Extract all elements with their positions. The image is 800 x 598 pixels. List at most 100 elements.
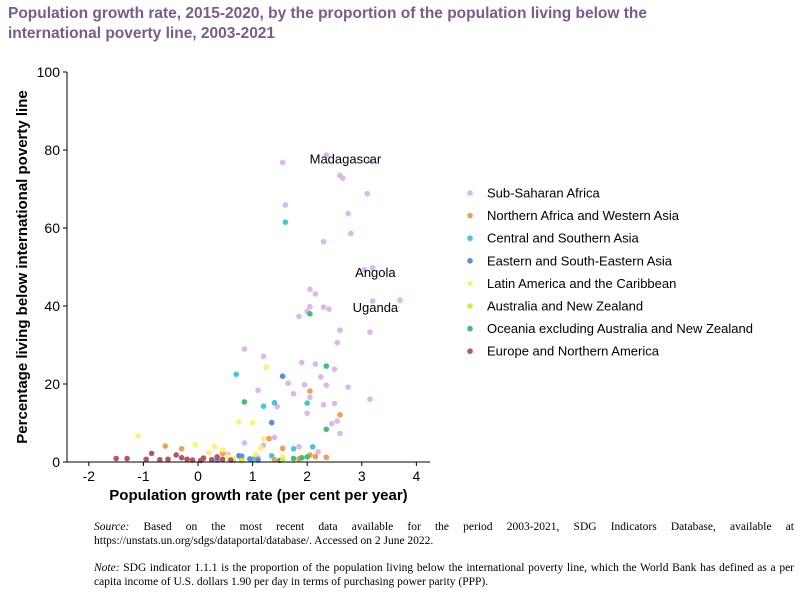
data-point	[320, 304, 327, 310]
data-point	[279, 159, 286, 166]
data-point	[184, 456, 190, 463]
data-point	[326, 306, 332, 312]
note-label: Note:	[94, 562, 120, 574]
data-point	[339, 175, 346, 181]
x-tick-label: 3	[358, 468, 366, 484]
data-point	[241, 399, 248, 405]
data-point	[367, 158, 373, 164]
data-point	[397, 297, 403, 303]
data-point	[252, 451, 259, 458]
legend-label: Eastern and South-Eastern Asia	[487, 253, 673, 268]
x-tick-label: 4	[412, 468, 420, 484]
data-point	[312, 453, 319, 460]
data-point	[279, 373, 286, 380]
data-point	[247, 456, 253, 462]
data-point	[369, 298, 376, 304]
data-point	[323, 382, 330, 388]
note-text: SDG indicator 1.1.1 is the proportion of…	[94, 562, 795, 588]
data-point	[323, 363, 330, 369]
data-point	[348, 230, 354, 237]
data-point	[271, 399, 278, 406]
chart-legend: Sub-Saharan Africa Northern Africa and We…	[467, 186, 753, 359]
legend-label: Northern Africa and Western Asia	[487, 208, 680, 223]
data-point	[285, 380, 291, 387]
source-label: Source:	[94, 521, 130, 533]
data-point	[219, 456, 226, 463]
data-point	[307, 303, 313, 310]
y-tick-label: 40	[44, 298, 60, 314]
data-point	[307, 311, 313, 317]
data-point	[307, 388, 313, 394]
data-point	[255, 457, 261, 463]
y-tick-label: 80	[44, 142, 60, 158]
y-tick-label: 100	[37, 64, 61, 80]
data-point	[331, 400, 338, 407]
data-point	[323, 152, 330, 158]
data-point	[337, 412, 343, 418]
legend-label: Europe and Northern America	[487, 344, 660, 359]
legend-marker	[467, 190, 473, 196]
data-point	[331, 366, 338, 372]
data-point	[290, 390, 297, 397]
y-axis-title: Percentage living below international po…	[14, 90, 31, 443]
data-point	[236, 452, 242, 459]
data-point	[241, 440, 248, 446]
legend-marker	[467, 303, 473, 309]
data-point	[206, 449, 212, 456]
data-point	[271, 456, 278, 463]
legend-marker	[467, 235, 473, 241]
data-point	[320, 238, 327, 245]
data-point	[143, 456, 149, 463]
legend-marker	[467, 212, 473, 219]
legend-label: Sub-Saharan Africa	[487, 186, 601, 201]
data-point	[124, 455, 130, 462]
data-point	[334, 339, 341, 346]
y-axis: 0 20 40 60 80 100	[37, 64, 68, 470]
data-point	[173, 452, 179, 458]
data-point	[298, 359, 305, 366]
data-point	[369, 264, 376, 271]
data-point	[312, 361, 319, 367]
source-note: Source: Based on the most recent data av…	[94, 520, 794, 548]
annotation-label: Madagascar	[310, 152, 382, 167]
data-point	[304, 400, 310, 406]
data-point	[296, 443, 302, 450]
data-point	[233, 371, 240, 378]
data-point	[298, 454, 305, 461]
data-point	[279, 457, 286, 463]
data-point	[282, 202, 289, 208]
data-point	[255, 387, 261, 394]
source-text: Based on the most recent data available …	[94, 521, 795, 547]
x-axis: -2 -1 0 1 2 3 4	[67, 461, 430, 484]
data-point	[337, 327, 343, 333]
x-tick-label: 1	[249, 468, 257, 484]
data-point	[304, 410, 310, 417]
x-axis-title: Population growth rate (per cent per yea…	[109, 487, 407, 504]
data-point	[263, 364, 270, 371]
data-point	[304, 454, 310, 460]
legend-marker	[467, 348, 473, 355]
legend-label: Australia and New Zealand	[487, 299, 643, 314]
legend-label: Latin America and the Caribbean	[487, 276, 676, 291]
data-point	[367, 329, 373, 335]
data-point	[219, 447, 226, 453]
data-point	[367, 396, 373, 403]
annotation-label: Uganda	[353, 300, 399, 315]
data-point	[364, 190, 371, 197]
data-point	[309, 443, 316, 450]
annotation-label: Angola	[355, 265, 396, 280]
data-point	[241, 346, 248, 352]
data-point	[156, 456, 163, 463]
x-tick-label: -1	[137, 468, 150, 484]
data-point	[268, 419, 275, 426]
x-tick-label: 0	[194, 468, 202, 484]
data-point	[290, 455, 297, 462]
y-tick-label: 0	[52, 454, 60, 470]
data-point	[271, 434, 278, 441]
data-point	[227, 457, 234, 463]
data-point	[328, 420, 335, 427]
data-point	[312, 291, 319, 297]
data-point	[301, 381, 308, 388]
data-point	[165, 456, 171, 463]
data-point	[318, 374, 324, 380]
